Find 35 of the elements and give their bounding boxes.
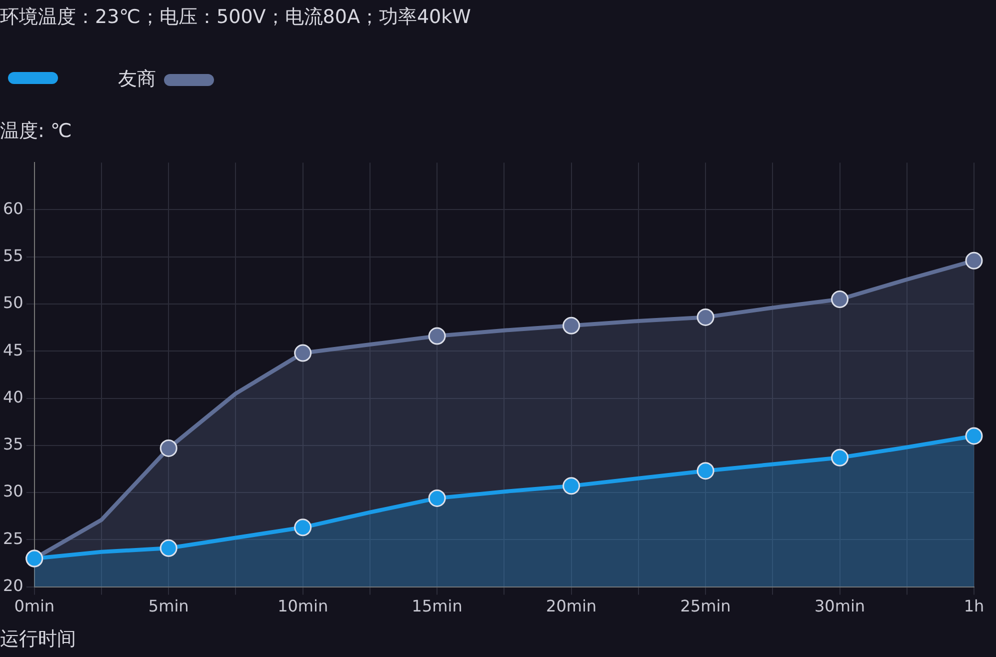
point bbox=[294, 344, 312, 362]
point bbox=[428, 327, 446, 345]
point bbox=[294, 518, 312, 536]
y-tick-label: 60 bbox=[3, 198, 24, 218]
y-axis-title: 温度: ℃ bbox=[0, 119, 72, 144]
point bbox=[831, 448, 849, 466]
point bbox=[831, 290, 849, 308]
y-tick-label: 35 bbox=[3, 434, 24, 454]
y-tick-label: 50 bbox=[3, 293, 24, 312]
x-tick-label: 10min bbox=[278, 596, 328, 616]
y-tick-label: 25 bbox=[3, 528, 24, 548]
y-tick-label: 30 bbox=[3, 482, 24, 501]
point bbox=[696, 308, 714, 326]
point bbox=[562, 477, 580, 495]
x-axis-title: 运行时间 bbox=[0, 627, 76, 652]
point bbox=[696, 462, 714, 480]
point bbox=[428, 489, 446, 507]
point bbox=[965, 427, 983, 445]
point bbox=[160, 439, 178, 457]
x-tick-label: 25min bbox=[680, 596, 731, 616]
point bbox=[965, 252, 983, 270]
x-tick-label: 5min bbox=[148, 596, 189, 616]
point bbox=[160, 539, 178, 557]
x-tick-label: 1h bbox=[964, 596, 984, 616]
y-tick-label: 20 bbox=[3, 576, 24, 595]
x-tick-label: 0min bbox=[14, 596, 55, 616]
x-tick-label: 20min bbox=[546, 596, 597, 616]
x-tick-label: 15min bbox=[412, 596, 462, 616]
chart-title: 环境温度：23℃；电压：500V；电流80A；功率40kW bbox=[0, 5, 471, 30]
x-tick-label: 30min bbox=[814, 596, 866, 616]
y-tick-label: 55 bbox=[3, 246, 24, 266]
y-tick-label: 40 bbox=[3, 387, 24, 406]
point bbox=[562, 316, 580, 334]
legend-label: 友商 bbox=[118, 68, 156, 90]
y-tick-label: 45 bbox=[3, 340, 24, 360]
